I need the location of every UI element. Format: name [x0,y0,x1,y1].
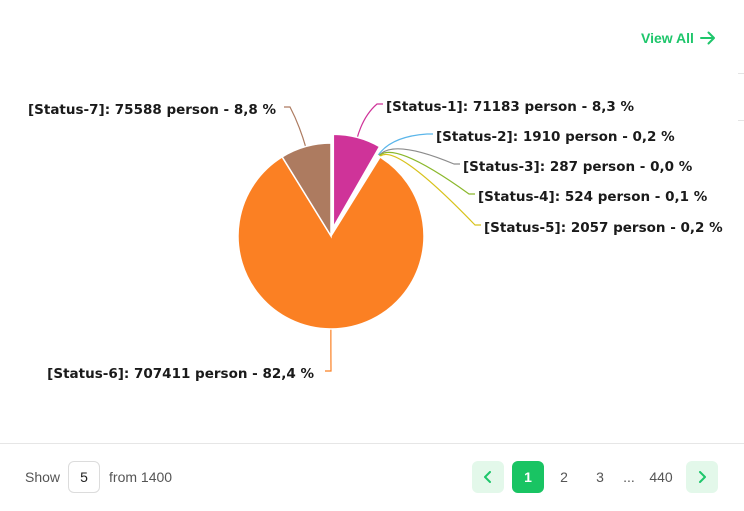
page-size-control: Show 5 from 1400 [25,461,172,493]
pagination: 1 2 3 ... 440 [472,461,718,493]
next-page-button[interactable] [686,461,718,493]
slice-label-status-1: [Status-1]: 71183 person - 8,3 % [386,99,635,115]
pie-slice-status-7[interactable] [281,142,332,239]
leader-line-status-3 [376,148,460,165]
page-last-button[interactable]: 440 [649,469,673,485]
footer-divider [0,443,744,444]
show-label: Show [25,469,61,485]
edge-divider [738,73,744,74]
edge-divider [738,120,744,121]
slice-label-status-6: [Status-6]: 707411 person - 82,4 % [47,366,314,382]
prev-page-button[interactable] [472,461,504,493]
arrow-right-icon [699,31,715,45]
leader-line-status-6 [325,326,332,372]
view-all-label: View All [641,30,694,46]
pie-slice-status-6[interactable] [237,155,425,330]
page-1-button[interactable]: 1 [512,461,544,493]
page-size-select[interactable]: 5 [68,461,101,493]
slice-label-status-3: [Status-3]: 287 person - 0,0 % [463,159,693,175]
chevron-right-icon [699,471,706,483]
total-count-label: from 1400 [109,469,173,485]
leader-line-status-4 [377,151,475,195]
slice-label-status-4: [Status-4]: 524 person - 0,1 % [478,189,708,205]
leader-line-status-5 [377,153,481,226]
pie-slice-status-1[interactable] [332,133,381,231]
slice-label-status-2: [Status-2]: 1910 person - 0,2 % [436,129,675,145]
leader-line-status-7 [284,106,307,149]
status-pie-chart: [Status-1]: 71183 person - 8,3 % [Status-… [28,99,723,382]
leader-line-status-2 [376,133,433,158]
page-2-button[interactable]: 2 [560,469,568,485]
pagination-ellipsis: ... [623,469,635,485]
chevron-left-icon [484,471,491,483]
leader-line-status-1 [356,103,383,140]
slice-label-status-7: [Status-7]: 75588 person - 8,8 % [28,102,277,118]
page-3-button[interactable]: 3 [596,469,604,485]
slice-label-status-5: [Status-5]: 2057 person - 0,2 % [484,220,723,236]
view-all-link[interactable]: View All [641,28,716,48]
